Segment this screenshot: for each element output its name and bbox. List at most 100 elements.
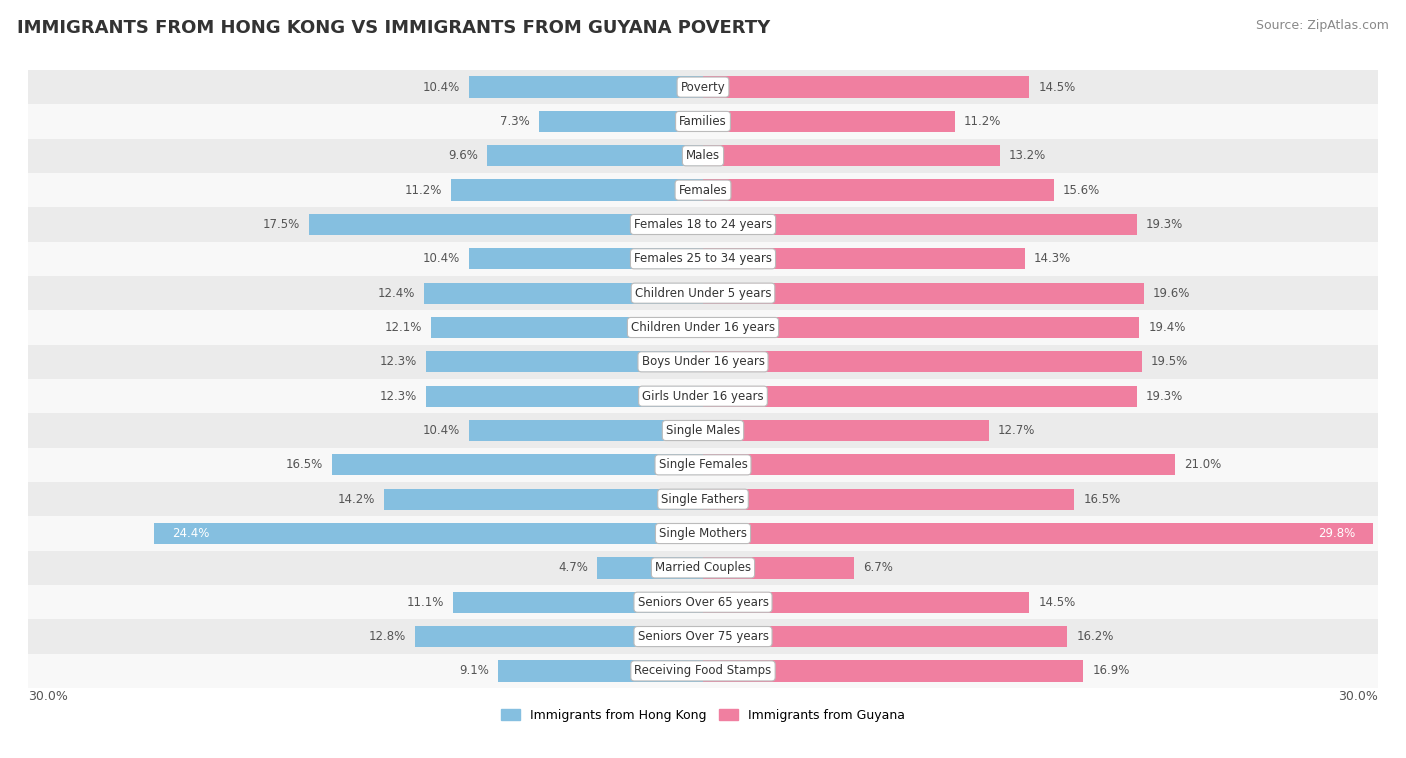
Text: 12.7%: 12.7% [998,424,1035,437]
Bar [703,626,1067,647]
Text: 11.1%: 11.1% [406,596,444,609]
Bar [28,242,1378,276]
Text: 11.2%: 11.2% [405,183,441,196]
Bar [28,551,1378,585]
Bar [703,420,988,441]
Bar [28,139,1378,173]
Text: Seniors Over 75 years: Seniors Over 75 years [637,630,769,643]
Text: Married Couples: Married Couples [655,562,751,575]
Text: 17.5%: 17.5% [263,218,301,231]
Bar [28,448,1378,482]
Text: 19.5%: 19.5% [1150,356,1188,368]
Text: 14.3%: 14.3% [1033,252,1071,265]
Bar [703,386,1137,407]
Text: 24.4%: 24.4% [172,527,209,540]
Text: 10.4%: 10.4% [423,80,460,93]
Bar [453,591,703,613]
Text: 14.5%: 14.5% [1038,596,1076,609]
Bar [28,105,1378,139]
Bar [703,317,1139,338]
Text: 19.3%: 19.3% [1146,390,1184,402]
Bar [28,276,1378,310]
Bar [426,386,703,407]
Text: 12.8%: 12.8% [368,630,406,643]
Text: Families: Families [679,115,727,128]
Bar [703,489,1074,510]
Text: Single Males: Single Males [666,424,740,437]
Bar [538,111,703,132]
Bar [703,454,1175,475]
Bar [703,111,955,132]
Bar [28,70,1378,105]
Bar [703,180,1054,201]
Text: Children Under 5 years: Children Under 5 years [634,287,772,299]
Bar [703,214,1137,235]
Text: Single Fathers: Single Fathers [661,493,745,506]
Text: 19.3%: 19.3% [1146,218,1184,231]
Bar [703,591,1029,613]
Bar [470,420,703,441]
Text: Receiving Food Stamps: Receiving Food Stamps [634,665,772,678]
Bar [384,489,703,510]
Text: 30.0%: 30.0% [1339,690,1378,703]
Bar [332,454,703,475]
Text: Seniors Over 65 years: Seniors Over 65 years [637,596,769,609]
Bar [28,516,1378,551]
Bar [155,523,703,544]
Bar [470,77,703,98]
Bar [28,345,1378,379]
Bar [703,351,1142,372]
Legend: Immigrants from Hong Kong, Immigrants from Guyana: Immigrants from Hong Kong, Immigrants fr… [496,704,910,727]
Bar [425,283,703,304]
Text: 10.4%: 10.4% [423,252,460,265]
Text: 9.6%: 9.6% [449,149,478,162]
Text: Males: Males [686,149,720,162]
Bar [703,523,1374,544]
Text: Single Mothers: Single Mothers [659,527,747,540]
Text: 16.5%: 16.5% [285,459,323,471]
Text: 13.2%: 13.2% [1010,149,1046,162]
Text: Females 25 to 34 years: Females 25 to 34 years [634,252,772,265]
Bar [309,214,703,235]
Bar [415,626,703,647]
Text: 10.4%: 10.4% [423,424,460,437]
Bar [28,619,1378,653]
Text: Single Females: Single Females [658,459,748,471]
Text: 12.3%: 12.3% [380,356,418,368]
Text: 4.7%: 4.7% [558,562,588,575]
Text: 19.6%: 19.6% [1153,287,1191,299]
Text: 14.2%: 14.2% [337,493,374,506]
Text: 19.4%: 19.4% [1149,321,1185,334]
Text: 11.2%: 11.2% [965,115,1001,128]
Text: 12.1%: 12.1% [384,321,422,334]
Bar [703,77,1029,98]
Text: 21.0%: 21.0% [1184,459,1222,471]
Text: Boys Under 16 years: Boys Under 16 years [641,356,765,368]
Text: IMMIGRANTS FROM HONG KONG VS IMMIGRANTS FROM GUYANA POVERTY: IMMIGRANTS FROM HONG KONG VS IMMIGRANTS … [17,19,770,37]
Bar [486,145,703,167]
Bar [28,379,1378,413]
Text: Poverty: Poverty [681,80,725,93]
Text: 29.8%: 29.8% [1319,527,1355,540]
Bar [28,173,1378,207]
Bar [28,585,1378,619]
Bar [703,660,1083,681]
Bar [598,557,703,578]
Bar [703,248,1025,269]
Bar [28,653,1378,688]
Bar [28,482,1378,516]
Text: 14.5%: 14.5% [1038,80,1076,93]
Bar [28,207,1378,242]
Bar [426,351,703,372]
Bar [430,317,703,338]
Text: Females 18 to 24 years: Females 18 to 24 years [634,218,772,231]
Text: Source: ZipAtlas.com: Source: ZipAtlas.com [1256,19,1389,32]
Text: 16.9%: 16.9% [1092,665,1129,678]
Text: 6.7%: 6.7% [863,562,893,575]
Text: Females: Females [679,183,727,196]
Text: 16.5%: 16.5% [1083,493,1121,506]
Bar [703,145,1000,167]
Bar [451,180,703,201]
Text: 16.2%: 16.2% [1077,630,1114,643]
Bar [28,310,1378,345]
